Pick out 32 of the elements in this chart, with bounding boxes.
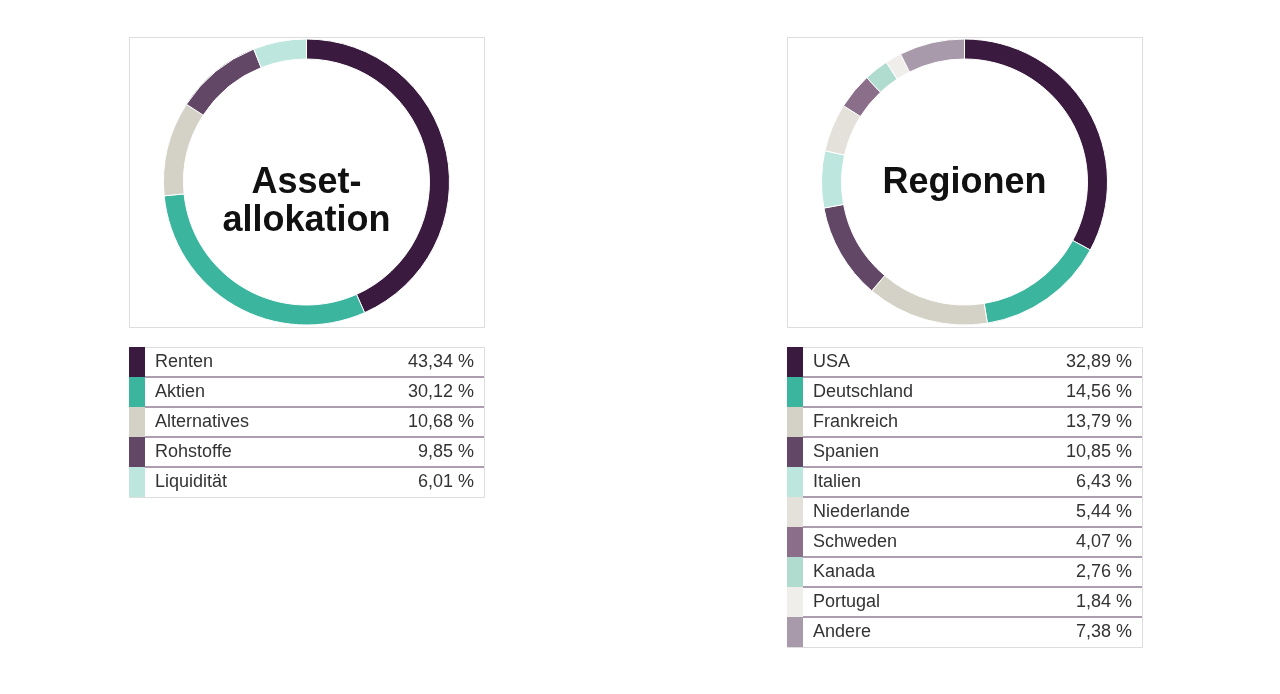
legend-label: Portugal: [813, 591, 881, 611]
data-label: 13,79 %: [1065, 411, 1132, 431]
legend-label: USA: [813, 351, 851, 371]
legend-label: Renten: [155, 351, 214, 371]
data-label: 2,76 %: [1075, 561, 1132, 581]
legend-label: Spanien: [813, 441, 880, 461]
data-label: 43,34 %: [407, 351, 474, 371]
data-label: 6,01 %: [417, 471, 474, 491]
data-label: 7,38 %: [1075, 621, 1132, 641]
legend-label: Frankreich: [813, 411, 899, 431]
data-label: 14,56 %: [1065, 381, 1132, 401]
legend-label: Aktien: [155, 381, 206, 401]
data-label: 30,12 %: [407, 381, 474, 401]
data-label: 9,85 %: [417, 441, 474, 461]
data-label: 10,85 %: [1065, 441, 1132, 461]
data-label: 10,68 %: [407, 411, 474, 431]
legend-label: Rohstoffe: [155, 441, 232, 461]
legend-label: Kanada: [813, 561, 877, 581]
legend-label: Schweden: [813, 531, 898, 551]
legend-label: Niederlande: [813, 501, 911, 521]
data-label: 32,89 %: [1065, 351, 1132, 371]
legend-label: Alternatives: [155, 411, 250, 431]
legend-label: Liquidität: [155, 471, 228, 491]
data-label: 1,84 %: [1075, 591, 1132, 611]
data-label: 6,43 %: [1075, 471, 1132, 491]
legend-label: Deutschland: [813, 381, 914, 401]
text: Asset-allokation: [222, 160, 391, 239]
legend-label: Italien: [813, 471, 862, 491]
data-label: 5,44 %: [1075, 501, 1132, 521]
data-label: 4,07 %: [1075, 531, 1132, 551]
legend-label: Andere: [813, 621, 872, 641]
text: Regionen: [882, 160, 1047, 201]
